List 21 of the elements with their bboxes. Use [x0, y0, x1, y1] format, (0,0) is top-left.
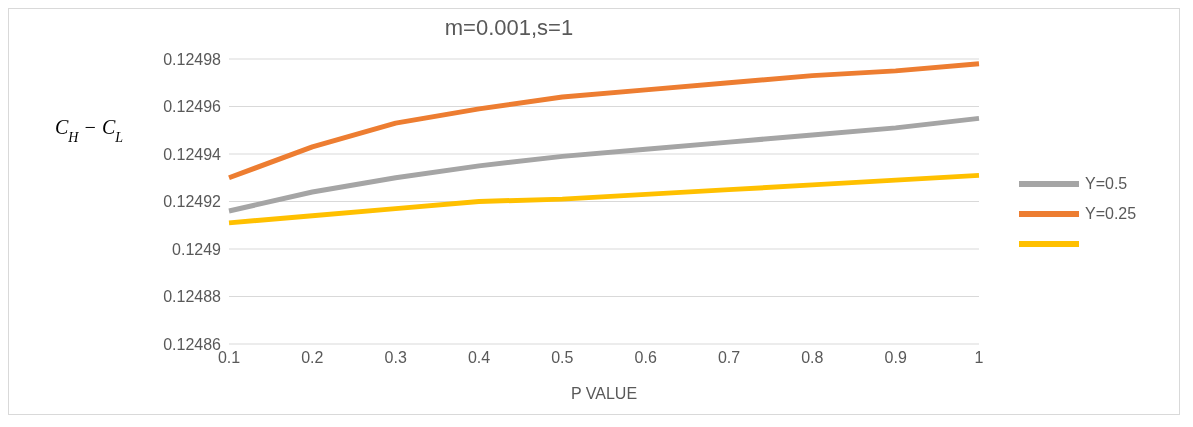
x-tick-label: 1 — [974, 349, 984, 367]
y-axis-title: C$_{H}$ − C$_{L}$ — [54, 116, 124, 145]
y-tick-label: 0.12496 — [163, 98, 222, 116]
x-tick-label: 0.9 — [884, 349, 907, 367]
legend-label: Υ=0.25 — [1085, 205, 1137, 223]
y-tick-label: 0.12494 — [163, 145, 222, 163]
x-tick-label: 0.6 — [634, 349, 657, 367]
x-tick-label: 0.2 — [301, 349, 324, 367]
x-axis-title: P VALUE — [570, 385, 638, 402]
x-tick-label: 0.3 — [384, 349, 407, 367]
x-tick-label: 0.8 — [801, 349, 824, 367]
x-tick-label: 0.5 — [551, 349, 574, 367]
x-tick-label: 0.1 — [217, 349, 241, 367]
y-tick-label: 0.12492 — [163, 193, 222, 211]
y-tick-label: 0.1249 — [172, 240, 222, 258]
x-tick-label: 0.7 — [717, 349, 741, 367]
y-tick-label: 0.12488 — [163, 288, 222, 306]
y-tick-label: 0.12498 — [163, 50, 222, 68]
x-tick-label: 0.4 — [467, 349, 491, 367]
legend-label: Υ=0.5 — [1085, 175, 1128, 193]
chart-title: m=0.001,s=1 — [443, 15, 575, 41]
